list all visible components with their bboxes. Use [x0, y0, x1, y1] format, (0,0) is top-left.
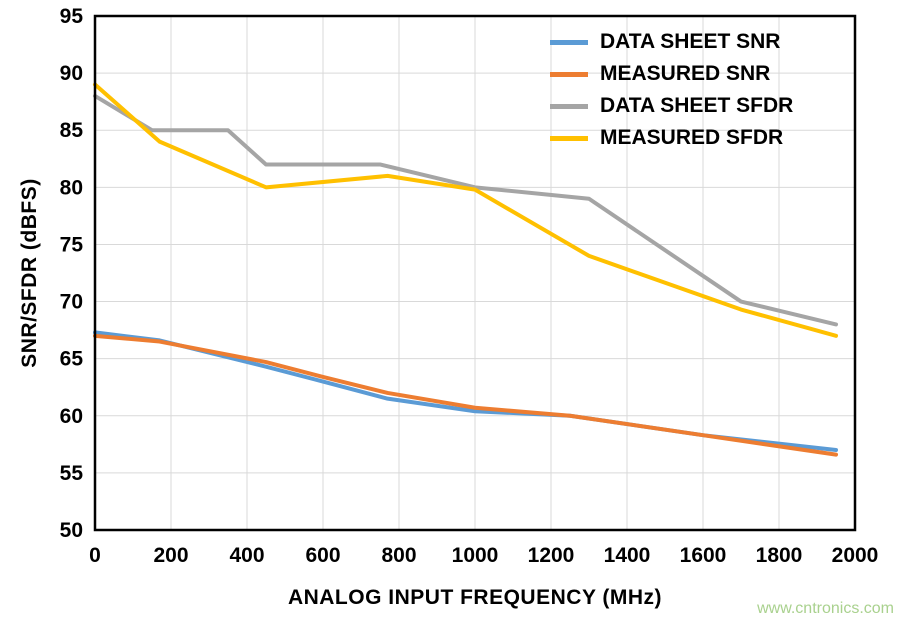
legend-swatch-data-sheet-snr — [550, 39, 588, 45]
legend-swatch-data-sheet-sfdr — [550, 103, 588, 109]
x-tick-label: 1400 — [604, 544, 651, 567]
legend-item-data-sheet-snr: DATA SHEET SNR — [550, 30, 793, 54]
x-tick-label: 200 — [153, 544, 188, 567]
x-tick-label: 1800 — [756, 544, 803, 567]
watermark-text: www.cntronics.com — [757, 600, 894, 617]
y-tick-label: 65 — [60, 348, 84, 371]
x-tick-label: 400 — [229, 544, 264, 567]
x-tick-label: 800 — [381, 544, 416, 567]
legend-item-measured-sfdr: MEASURED SFDR — [550, 126, 793, 150]
y-axis-title: SNR/SFDR (dBFS) — [18, 178, 41, 368]
plot-frame — [93, 14, 857, 532]
y-tick-label: 90 — [60, 62, 83, 85]
y-tick-label: 95 — [60, 5, 84, 28]
legend-swatch-measured-snr — [550, 71, 588, 77]
y-tick-label: 85 — [60, 119, 84, 142]
legend-swatch-measured-sfdr — [550, 135, 588, 141]
series-line-measured-snr — [93, 333, 838, 457]
y-tick-label: 75 — [60, 233, 84, 256]
series-line-data-sheet-sfdr — [93, 93, 838, 327]
legend-label-measured-sfdr: MEASURED SFDR — [600, 126, 784, 149]
x-tick-label: 0 — [89, 544, 101, 567]
legend-label-data-sheet-snr: DATA SHEET SNR — [600, 30, 781, 53]
x-tick-label: 1600 — [680, 544, 727, 567]
y-tick-label: 60 — [60, 405, 83, 428]
x-tick-label: 600 — [305, 544, 340, 567]
y-tick-label: 70 — [60, 291, 83, 314]
y-tick-label: 50 — [60, 519, 83, 542]
x-tick-label: 1000 — [452, 544, 499, 567]
series-line-measured-sfdr — [93, 82, 838, 338]
legend-item-data-sheet-sfdr: DATA SHEET SFDR — [550, 94, 793, 118]
x-tick-label: 1200 — [528, 544, 575, 567]
x-tick-label: 2000 — [832, 544, 879, 567]
legend-label-measured-snr: MEASURED SNR — [600, 62, 771, 85]
legend: DATA SHEET SNR MEASURED SNR DATA SHEET S… — [550, 30, 793, 150]
legend-label-data-sheet-sfdr: DATA SHEET SFDR — [600, 94, 794, 117]
legend-item-measured-snr: MEASURED SNR — [550, 62, 793, 86]
y-tick-label: 80 — [60, 176, 83, 199]
x-axis-title: ANALOG INPUT FREQUENCY (MHz) — [287, 586, 663, 609]
y-tick-label: 55 — [60, 462, 84, 485]
